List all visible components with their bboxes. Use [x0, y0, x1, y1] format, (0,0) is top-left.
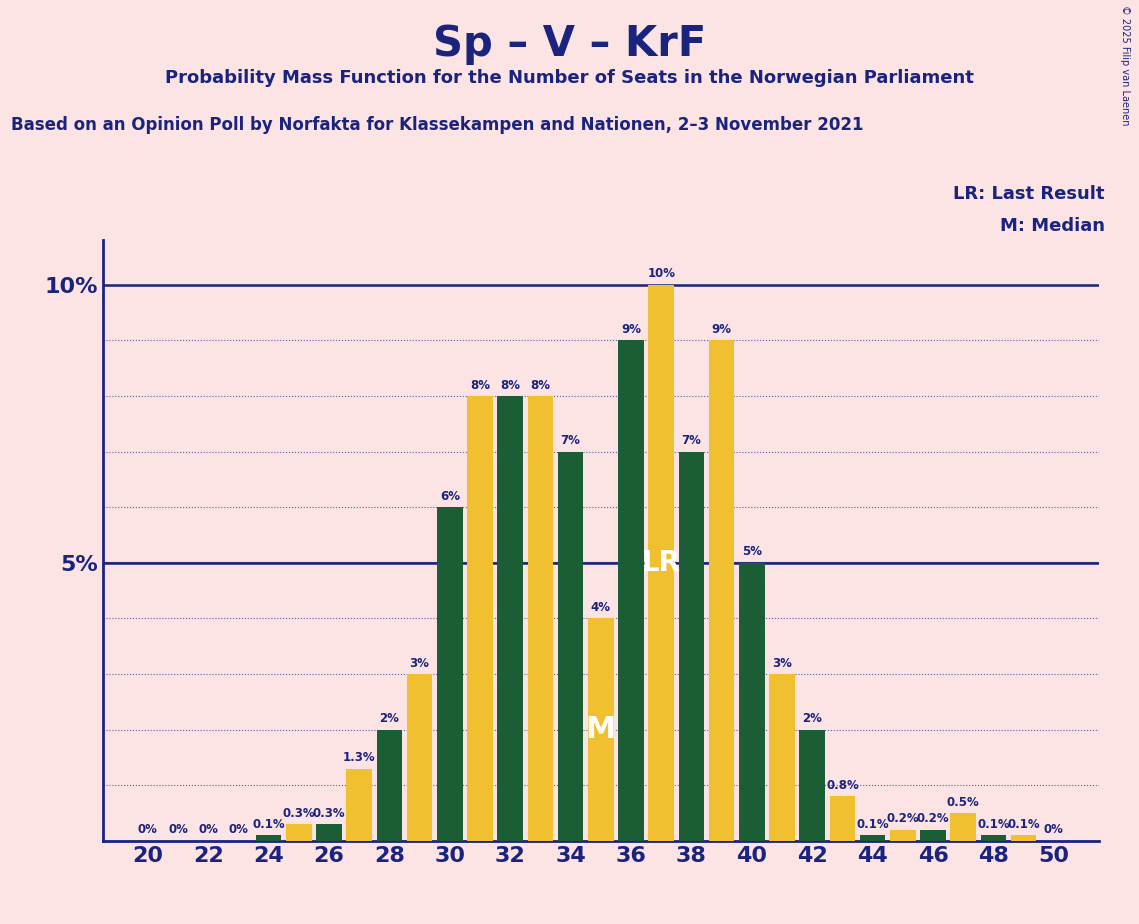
Text: 0.2%: 0.2% — [886, 812, 919, 825]
Text: 0.8%: 0.8% — [826, 779, 859, 792]
Text: 0.3%: 0.3% — [282, 807, 316, 820]
Text: 9%: 9% — [712, 322, 731, 336]
Text: 5%: 5% — [741, 545, 762, 558]
Bar — [377, 730, 402, 841]
Bar — [588, 618, 614, 841]
Text: 7%: 7% — [681, 434, 702, 447]
Text: 8%: 8% — [500, 379, 521, 392]
Bar — [437, 507, 462, 841]
Text: LR: Last Result: LR: Last Result — [953, 185, 1105, 202]
Text: 9%: 9% — [621, 322, 641, 336]
Bar — [920, 830, 945, 841]
Bar — [256, 835, 281, 841]
Text: 0.3%: 0.3% — [313, 807, 345, 820]
Bar — [739, 563, 764, 841]
Text: 8%: 8% — [470, 379, 490, 392]
Text: 2%: 2% — [379, 712, 400, 725]
Bar — [981, 835, 1006, 841]
Bar — [1010, 835, 1036, 841]
Bar — [558, 452, 583, 841]
Text: 0.1%: 0.1% — [1007, 818, 1040, 831]
Bar — [860, 835, 885, 841]
Bar — [498, 396, 523, 841]
Text: 7%: 7% — [560, 434, 581, 447]
Text: © 2025 Filip van Laenen: © 2025 Filip van Laenen — [1120, 5, 1130, 125]
Bar — [346, 769, 372, 841]
Bar — [829, 796, 855, 841]
Bar — [950, 813, 976, 841]
Text: 0.5%: 0.5% — [947, 796, 980, 808]
Bar — [679, 452, 704, 841]
Text: Based on an Opinion Poll by Norfakta for Klassekampen and Nationen, 2–3 November: Based on an Opinion Poll by Norfakta for… — [11, 116, 863, 133]
Text: 4%: 4% — [591, 601, 611, 614]
Bar — [800, 730, 825, 841]
Text: 0%: 0% — [138, 823, 157, 836]
Text: 0%: 0% — [198, 823, 219, 836]
Text: M: Median: M: Median — [1000, 217, 1105, 235]
Text: 0%: 0% — [169, 823, 188, 836]
Text: 0.2%: 0.2% — [917, 812, 949, 825]
Bar — [890, 830, 916, 841]
Text: Probability Mass Function for the Number of Seats in the Norwegian Parliament: Probability Mass Function for the Number… — [165, 69, 974, 87]
Text: Sp – V – KrF: Sp – V – KrF — [433, 23, 706, 65]
Text: 3%: 3% — [410, 657, 429, 670]
Bar — [407, 674, 433, 841]
Bar — [769, 674, 795, 841]
Text: 6%: 6% — [440, 490, 460, 503]
Bar — [467, 396, 493, 841]
Text: 3%: 3% — [772, 657, 792, 670]
Bar — [648, 285, 674, 841]
Bar — [708, 340, 735, 841]
Text: LR: LR — [641, 549, 681, 577]
Bar — [286, 824, 312, 841]
Text: 10%: 10% — [647, 267, 675, 280]
Bar — [317, 824, 342, 841]
Text: 0.1%: 0.1% — [253, 818, 285, 831]
Text: 0%: 0% — [1044, 823, 1064, 836]
Text: 0.1%: 0.1% — [857, 818, 888, 831]
Text: 8%: 8% — [531, 379, 550, 392]
Bar — [527, 396, 554, 841]
Text: M: M — [585, 715, 616, 744]
Text: 0.1%: 0.1% — [977, 818, 1010, 831]
Text: 0%: 0% — [229, 823, 248, 836]
Text: 2%: 2% — [802, 712, 822, 725]
Text: 1.3%: 1.3% — [343, 751, 376, 764]
Bar — [618, 340, 644, 841]
